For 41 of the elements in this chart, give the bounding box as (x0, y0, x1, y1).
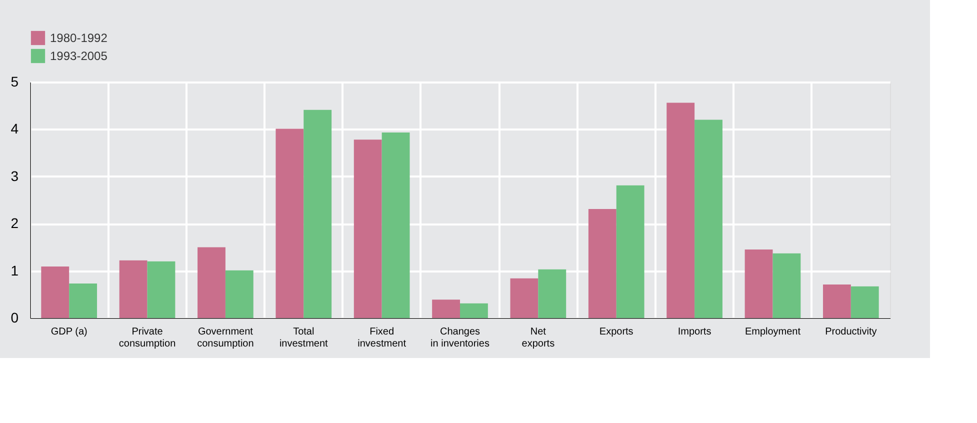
x-tick-label: Productivity (825, 326, 877, 338)
x-tick-label: Fixed investment (358, 326, 406, 350)
bar (69, 284, 98, 318)
x-tick-label: Imports (678, 326, 712, 338)
bar (304, 110, 332, 318)
bar (694, 120, 722, 318)
bar (147, 261, 176, 318)
bar (276, 128, 304, 318)
y-tick-label: 1 (10, 262, 19, 278)
bar (225, 270, 254, 318)
legend-label: 1993-2005 (50, 49, 108, 63)
bar (510, 278, 538, 318)
x-tick-label: Exports (599, 326, 634, 338)
bar (616, 185, 644, 318)
bar (41, 266, 70, 318)
y-tick-label: 0 (10, 310, 19, 326)
x-tick-label: GDP (a) (50, 326, 88, 338)
bar (382, 132, 410, 318)
bar (588, 208, 616, 318)
bar (198, 247, 226, 318)
x-tick-label: Total investment (279, 326, 328, 350)
y-tick-label: 4 (10, 120, 19, 137)
bar (432, 300, 460, 318)
x-tick-label: Government consumption (197, 326, 254, 350)
bar (744, 250, 773, 318)
y-tick-label: 3 (10, 168, 19, 184)
bar (850, 286, 879, 318)
bar (666, 102, 695, 318)
x-tick-label: Employment (744, 326, 801, 338)
y-tick-label: 5 (10, 74, 19, 90)
bar (772, 253, 801, 318)
x-tick-label: Private consumption (118, 326, 176, 350)
bar (822, 284, 851, 318)
x-tick-label: Changes in inventories (430, 326, 490, 350)
x-tick-label: Net exports (522, 326, 555, 350)
bar (354, 140, 382, 318)
legend-label: 1980-1992 (50, 31, 108, 45)
bar (460, 303, 488, 318)
bar (119, 260, 148, 318)
bar (538, 269, 566, 318)
y-tick-label: 2 (10, 215, 19, 232)
